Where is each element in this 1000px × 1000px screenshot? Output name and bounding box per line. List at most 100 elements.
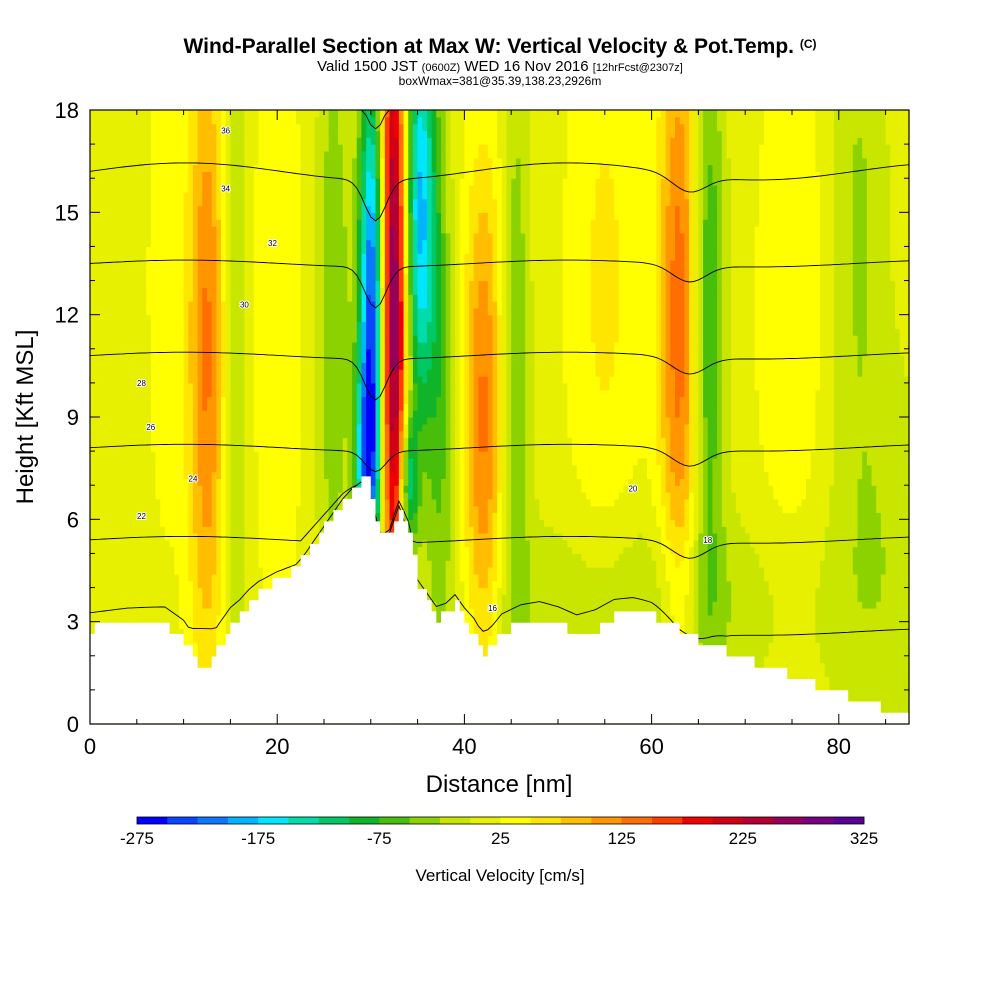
w-cell (188, 369, 194, 377)
w-cell (225, 608, 231, 616)
w-cell (94, 294, 100, 302)
w-cell (188, 232, 194, 241)
w-cell (291, 294, 297, 302)
w-cell (295, 246, 302, 254)
w-cell (319, 280, 325, 288)
w-cell (202, 246, 208, 254)
w-cell (328, 225, 334, 234)
w-cell (324, 123, 330, 132)
w-cell (94, 457, 100, 466)
w-cell (249, 498, 255, 507)
w-cell (207, 430, 213, 439)
w-cell (272, 178, 278, 186)
w-cell (211, 116, 217, 125)
w-cell (188, 307, 194, 316)
w-cell (169, 485, 175, 493)
w-cell (146, 457, 152, 466)
w-cell (253, 437, 260, 445)
w-cell (160, 185, 166, 193)
w-cell (183, 396, 189, 404)
w-cell (221, 457, 227, 466)
w-cell (164, 335, 171, 343)
w-cell (338, 205, 344, 213)
w-cell (277, 287, 283, 295)
w-cell (155, 185, 161, 193)
w-cell (108, 362, 114, 370)
w-cell (164, 137, 171, 145)
w-cell (104, 219, 110, 227)
w-cell (150, 260, 157, 268)
w-cell (113, 403, 119, 411)
w-cell (207, 328, 213, 336)
w-cell (113, 614, 119, 623)
w-cell (272, 478, 278, 486)
w-cell (239, 567, 246, 575)
w-cell (108, 110, 114, 118)
w-cell (239, 341, 246, 350)
w-cell (178, 389, 185, 398)
w-cell (230, 457, 236, 466)
w-cell (178, 519, 185, 527)
w-cell (225, 239, 231, 248)
w-cell (164, 382, 171, 391)
w-cell (239, 580, 246, 589)
w-cell (104, 389, 110, 398)
w-cell (338, 307, 344, 316)
w-cell (230, 246, 236, 254)
w-cell (239, 498, 246, 507)
w-cell (141, 546, 147, 555)
w-cell (295, 471, 302, 479)
w-cell (202, 130, 208, 138)
w-cell (169, 423, 175, 432)
w-cell (267, 123, 274, 132)
w-cell (178, 137, 185, 145)
w-cell (328, 478, 334, 486)
w-cell (202, 662, 208, 671)
w-cell (235, 614, 241, 623)
w-cell (94, 212, 100, 220)
w-cell (328, 362, 334, 370)
w-cell (305, 321, 311, 329)
w-cell (221, 608, 227, 616)
w-cell (221, 594, 227, 602)
w-cell (230, 444, 236, 452)
w-cell (150, 212, 157, 220)
w-cell (267, 321, 274, 329)
w-cell (207, 362, 213, 370)
w-cell (258, 185, 264, 193)
w-cell (324, 369, 330, 377)
w-cell (207, 505, 213, 514)
w-cell (244, 205, 250, 213)
w-cell (277, 492, 283, 500)
w-cell (324, 116, 330, 125)
w-cell (136, 471, 143, 479)
w-cell (164, 560, 171, 568)
w-cell (272, 417, 278, 425)
w-cell (108, 437, 114, 445)
w-cell (94, 423, 100, 432)
w-cell (300, 437, 306, 445)
w-cell (127, 178, 133, 186)
w-cell (221, 246, 227, 254)
w-cell (146, 410, 152, 418)
w-cell (174, 423, 180, 432)
w-cell (263, 464, 269, 473)
w-cell (160, 567, 166, 575)
w-cell (309, 110, 316, 118)
w-cell (319, 116, 325, 125)
w-cell (258, 410, 264, 418)
w-cell (291, 116, 297, 125)
w-cell (146, 260, 152, 268)
w-cell (122, 191, 129, 200)
w-cell (155, 246, 161, 254)
w-cell (150, 396, 157, 404)
w-cell (305, 403, 311, 411)
w-cell (333, 171, 339, 179)
w-cell (136, 389, 143, 398)
w-cell (104, 328, 110, 336)
w-cell (328, 444, 334, 452)
w-cell (150, 601, 157, 609)
w-cell (305, 273, 311, 282)
w-cell (99, 219, 105, 227)
w-cell (122, 608, 129, 616)
